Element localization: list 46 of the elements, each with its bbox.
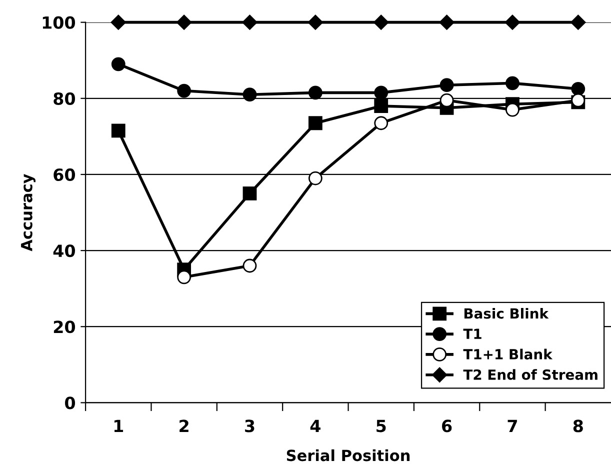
x-tick-label: 3 [245, 420, 254, 432]
point [177, 270, 192, 284]
point [242, 14, 258, 30]
point [177, 84, 192, 98]
point [439, 14, 454, 30]
x-tick-label: 4 [310, 420, 320, 432]
x-tick-label: 2 [180, 420, 188, 432]
x-tick-label: 8 [573, 420, 583, 432]
point [374, 99, 388, 113]
point [374, 86, 388, 100]
point [111, 57, 126, 72]
x-axis-title: Serial Position [286, 449, 410, 462]
y-tick-label: 60 [54, 168, 76, 182]
x-tick-label: 7 [508, 420, 517, 432]
point [506, 102, 520, 117]
point [506, 76, 520, 90]
point [242, 186, 257, 200]
point [570, 14, 586, 30]
point [111, 124, 126, 138]
y-axis-title: Accuracy [21, 174, 36, 252]
legend-label: T2 End of Stream [463, 369, 598, 380]
y-tick-label: 0 [65, 396, 76, 410]
point [242, 258, 257, 273]
y-tick-label: 100 [42, 16, 76, 29]
point [110, 14, 126, 30]
point [571, 82, 586, 96]
x-tick-label: 6 [442, 420, 452, 432]
point [176, 14, 192, 30]
legend-label: Basic Blink [464, 308, 549, 319]
legend-label: T1+1 Blank [463, 348, 553, 360]
x-tick-label: 1 [114, 420, 124, 432]
y-tick-label: 40 [53, 244, 76, 258]
point [308, 171, 322, 186]
point [374, 14, 389, 30]
point [504, 14, 520, 30]
legend-label: T1 [463, 328, 482, 339]
point [440, 78, 454, 92]
point [440, 93, 454, 108]
point [308, 86, 322, 100]
x-tick-label: 5 [376, 420, 386, 432]
y-tick-label: 20 [54, 320, 76, 334]
point [374, 116, 388, 130]
point [242, 88, 257, 102]
y-tick-label: 80 [54, 92, 76, 105]
point [308, 116, 322, 130]
point [308, 14, 323, 30]
